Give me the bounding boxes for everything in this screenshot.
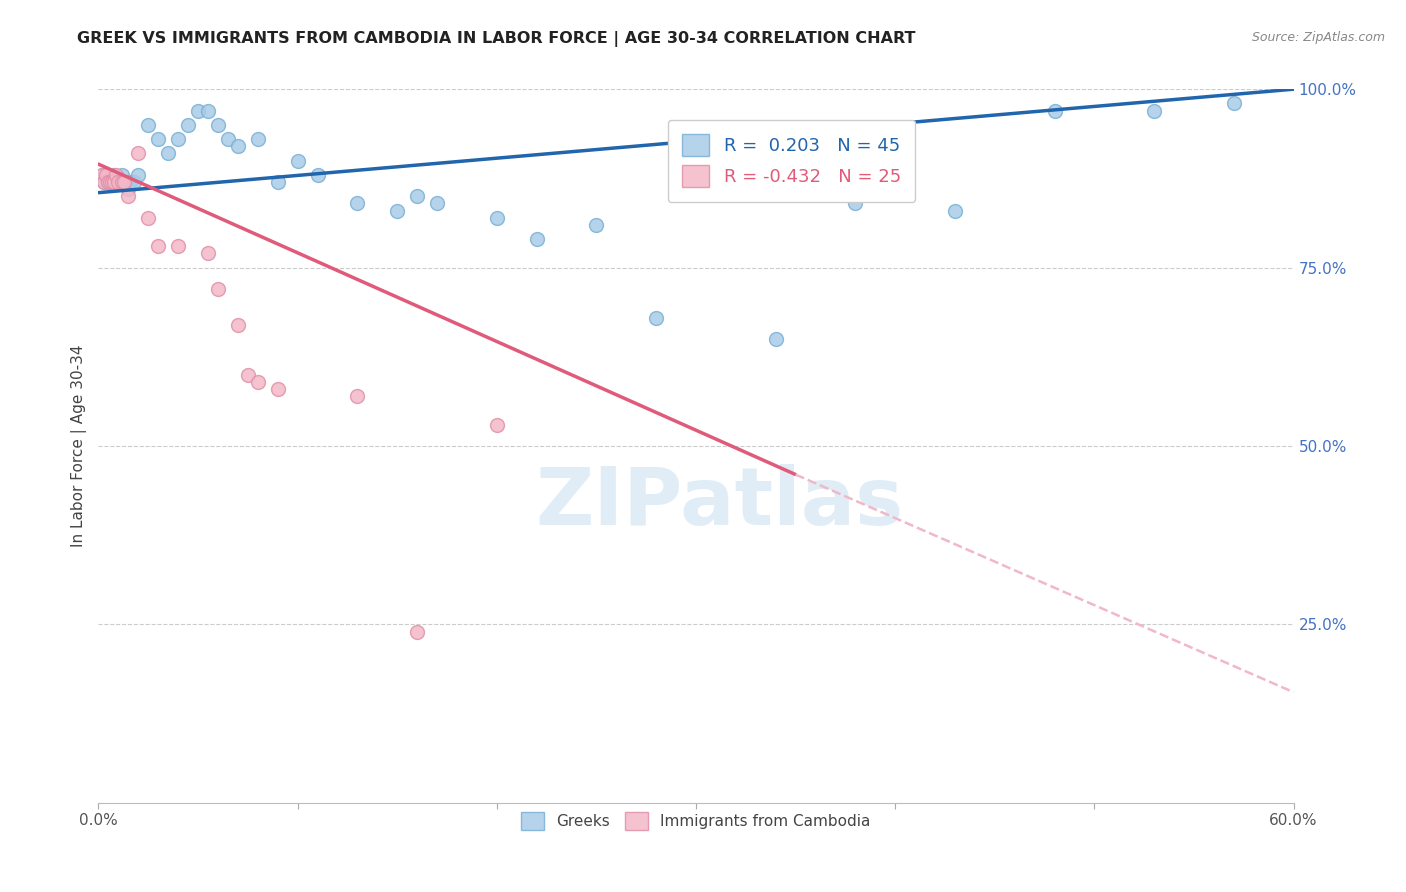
Point [148, 132, 170, 146]
Point [943, 203, 966, 218]
Point [107, 175, 129, 189]
Point [236, 368, 259, 382]
Point [111, 168, 134, 182]
Point [1223, 96, 1246, 111]
Point [98, 175, 122, 189]
Legend: Greeks, Immigrants from Cambodia: Greeks, Immigrants from Cambodia [513, 804, 879, 838]
Point [111, 175, 134, 189]
Point [267, 175, 290, 189]
Point [91, 168, 114, 182]
Point [307, 168, 329, 182]
Point [101, 175, 124, 189]
Point [287, 153, 309, 168]
Point [246, 132, 269, 146]
Point [844, 196, 866, 211]
Point [526, 232, 548, 246]
Point [197, 103, 219, 118]
Point [98, 175, 122, 189]
Point [103, 168, 125, 182]
Point [346, 389, 368, 403]
Point [103, 175, 125, 189]
Text: Source: ZipAtlas.com: Source: ZipAtlas.com [1251, 31, 1385, 45]
Point [167, 239, 190, 253]
Point [97, 175, 120, 189]
Text: GREEK VS IMMIGRANTS FROM CAMBODIA IN LABOR FORCE | AGE 30-34 CORRELATION CHART: GREEK VS IMMIGRANTS FROM CAMBODIA IN LAB… [77, 31, 915, 47]
Point [167, 132, 190, 146]
Point [127, 146, 149, 161]
Point [585, 218, 607, 232]
Point [97, 175, 120, 189]
Point [115, 175, 138, 189]
Point [112, 175, 135, 189]
Point [136, 118, 159, 132]
Point [346, 196, 368, 211]
Point [485, 211, 508, 225]
Point [127, 168, 149, 182]
Point [1043, 103, 1066, 118]
Point [217, 132, 239, 146]
Point [406, 624, 429, 639]
Point [197, 246, 219, 260]
Y-axis label: In Labor Force | Age 30-34: In Labor Force | Age 30-34 [72, 344, 87, 548]
Point [93, 175, 115, 189]
Point [96, 168, 118, 182]
Point [105, 168, 128, 182]
Point [246, 375, 269, 389]
Text: ZIPatlas: ZIPatlas [536, 464, 904, 542]
Point [645, 310, 668, 325]
Point [1143, 103, 1166, 118]
Point [110, 175, 132, 189]
Point [765, 332, 787, 346]
Point [101, 175, 124, 189]
Point [406, 189, 429, 203]
Point [226, 139, 249, 153]
Point [136, 211, 159, 225]
Point [117, 182, 139, 196]
Point [157, 146, 180, 161]
Point [112, 175, 135, 189]
Point [426, 196, 449, 211]
Point [267, 382, 290, 396]
Point [485, 417, 508, 432]
Point [124, 175, 146, 189]
Point [93, 175, 115, 189]
Point [96, 168, 118, 182]
Point [148, 239, 170, 253]
Point [107, 175, 129, 189]
Point [207, 282, 229, 296]
Point [117, 189, 139, 203]
Point [207, 118, 229, 132]
Point [226, 318, 249, 332]
Point [385, 203, 409, 218]
Point [91, 168, 114, 182]
Point [105, 175, 128, 189]
Point [120, 175, 142, 189]
Point [177, 118, 200, 132]
Point [187, 103, 209, 118]
